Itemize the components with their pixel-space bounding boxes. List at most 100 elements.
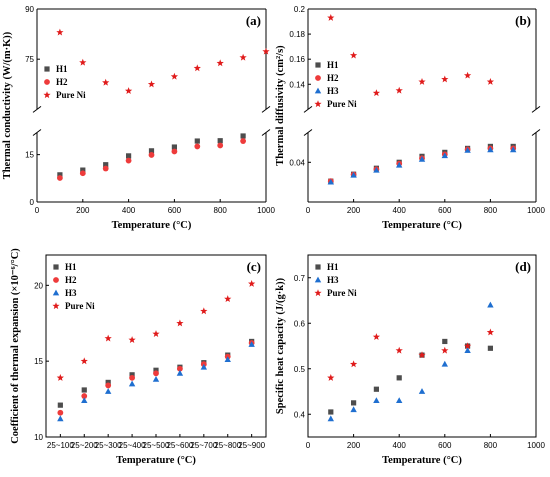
data-point xyxy=(57,374,64,381)
x-tick-label: 600 xyxy=(438,206,452,215)
legend-marker xyxy=(53,264,58,269)
data-point xyxy=(56,29,63,36)
data-point xyxy=(126,158,132,164)
x-tick-label: 0 xyxy=(35,206,40,215)
data-point xyxy=(442,361,448,367)
x-tick-label: 800 xyxy=(484,206,498,215)
data-point xyxy=(373,333,380,340)
x-tick-label: 1000 xyxy=(527,206,545,215)
y-tick-label: 0.4 xyxy=(294,410,306,419)
data-point xyxy=(81,357,88,364)
legend-label: H1 xyxy=(327,60,339,70)
data-point xyxy=(396,397,402,403)
y-axis-title: Coefficient of thermal expansion (×10⁻⁶/… xyxy=(10,248,21,444)
series-pure-ni xyxy=(57,280,256,381)
x-tick-label: 200 xyxy=(347,441,361,450)
data-point xyxy=(224,295,231,302)
data-point xyxy=(58,403,63,408)
data-point xyxy=(397,375,402,380)
data-point xyxy=(177,370,183,376)
data-point xyxy=(57,175,63,181)
legend-marker xyxy=(315,62,320,67)
y-tick-label: 10 xyxy=(34,433,43,442)
data-point xyxy=(396,87,403,94)
data-point xyxy=(419,388,425,394)
data-point xyxy=(105,388,111,394)
y-tick-label: 75 xyxy=(25,55,34,64)
x-tick-label: 400 xyxy=(393,206,407,215)
series-h2 xyxy=(57,138,246,181)
data-point xyxy=(441,75,448,82)
chart-panel-4: 0 200 400 600 800 1000 0.4 0.5 0.6 0.7 Temperature… xyxy=(275,255,545,466)
data-point xyxy=(241,133,246,138)
legend-marker xyxy=(52,302,59,309)
y-axis-title: Thermal diffusivity (cm²/s) xyxy=(275,45,286,166)
x-axis-title: Temperature (°C) xyxy=(382,220,462,231)
legend-label: Pure Ni xyxy=(56,90,86,100)
x-tick-label: 1000 xyxy=(527,441,545,450)
data-point xyxy=(487,329,494,336)
x-axis-title: Temperature (°C) xyxy=(112,220,192,231)
data-point xyxy=(200,307,207,314)
x-tick-label: 400 xyxy=(122,206,136,215)
panel-label: (a) xyxy=(246,13,261,28)
data-point xyxy=(374,387,379,392)
legend-marker xyxy=(44,66,49,71)
data-point xyxy=(80,170,86,176)
series-h3 xyxy=(328,146,517,184)
legend-label: H3 xyxy=(327,86,339,96)
y-tick-label: 0.18 xyxy=(289,30,305,39)
legend-label: H1 xyxy=(65,262,77,272)
legend-marker xyxy=(315,264,320,269)
data-point xyxy=(152,330,159,337)
y-tick-label: 15 xyxy=(34,357,43,366)
data-point xyxy=(218,138,223,143)
series-pure-ni xyxy=(327,14,494,96)
y-tick-label: 0.16 xyxy=(289,55,305,64)
legend-marker xyxy=(314,289,321,296)
legend-label: Pure Ni xyxy=(65,301,95,311)
series-pure-ni xyxy=(327,329,494,381)
y-tick-label: 0.5 xyxy=(294,365,306,374)
legend: H1 H2 H3 Pure Ni xyxy=(314,60,357,109)
data-point xyxy=(373,397,379,403)
legend-marker xyxy=(315,88,321,94)
data-point xyxy=(57,415,63,421)
x-tick-label: 200 xyxy=(76,206,90,215)
x-tick-label: 600 xyxy=(168,206,182,215)
y-tick-label: 0.6 xyxy=(294,319,306,328)
x-tick-label: 600 xyxy=(438,441,452,450)
x-axis-title: Temperature (°C) xyxy=(116,455,196,466)
data-point xyxy=(129,381,135,387)
series-pure-ni xyxy=(56,29,269,94)
data-point xyxy=(418,78,425,85)
data-point xyxy=(148,80,155,87)
data-point xyxy=(350,406,356,412)
panel-label: (d) xyxy=(515,259,531,274)
legend: H1H3Pure Ni xyxy=(314,262,357,298)
legend-label: H3 xyxy=(65,288,77,298)
x-axis-title: Temperature (°C) xyxy=(382,455,462,466)
legend: H1 H2 H3 Pure Ni xyxy=(52,262,95,311)
series-h1 xyxy=(328,144,516,184)
legend-label: H2 xyxy=(65,275,77,285)
legend-label: H2 xyxy=(56,77,68,87)
data-point xyxy=(172,149,178,155)
data-point xyxy=(81,397,87,403)
y-axis-title: Specific heat capacity (J/(g·k)) xyxy=(275,277,286,414)
data-point xyxy=(327,374,334,381)
y-tick-label: 0.7 xyxy=(294,274,306,283)
data-point xyxy=(373,89,380,96)
legend-marker xyxy=(315,75,321,81)
data-point xyxy=(105,335,112,342)
y-tick-label: 0.2 xyxy=(294,5,306,14)
panel-label: (c) xyxy=(247,259,261,274)
x-tick-label: 1000 xyxy=(257,206,275,215)
data-point xyxy=(328,409,333,414)
data-point xyxy=(103,166,109,172)
data-point xyxy=(128,336,135,343)
y-tick-label: 0.14 xyxy=(289,80,305,89)
legend-marker xyxy=(53,277,59,283)
legend-label: H2 xyxy=(327,73,339,83)
